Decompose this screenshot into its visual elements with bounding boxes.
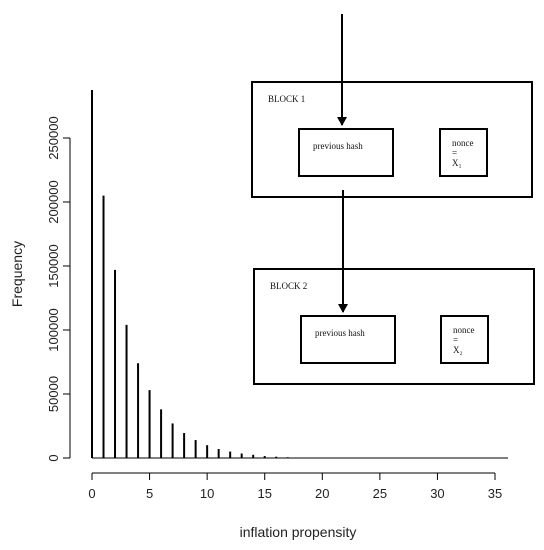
y-tick-label: 0 <box>46 454 61 461</box>
nonce-box <box>439 128 488 177</box>
x-tick-label: 35 <box>488 486 502 501</box>
x-tick-label: 20 <box>315 486 329 501</box>
block <box>251 81 533 198</box>
hash-label: previous hash <box>313 141 363 151</box>
block-title: BLOCK 2 <box>270 281 307 291</box>
y-tick-label: 250000 <box>46 116 61 159</box>
nonce-line: X₁ <box>452 158 462 168</box>
y-tick-label: 150000 <box>46 244 61 287</box>
y-tick-label: 100000 <box>46 308 61 351</box>
x-tick-label: 25 <box>373 486 387 501</box>
nonce-line: nonce <box>453 325 475 335</box>
hash-box <box>298 128 394 177</box>
y-tick-label: 50000 <box>46 376 61 412</box>
x-tick-label: 5 <box>146 486 153 501</box>
nonce-line: X₂ <box>453 345 463 355</box>
nonce-line: nonce <box>452 138 474 148</box>
block <box>253 268 535 385</box>
nonce-line: = <box>453 335 458 345</box>
x-tick-label: 10 <box>200 486 214 501</box>
x-tick-label: 15 <box>257 486 271 501</box>
x-tick-label: 0 <box>88 486 95 501</box>
y-axis-title: Frequency <box>9 241 25 307</box>
nonce-line: = <box>452 148 457 158</box>
x-axis-title: inflation propensity <box>240 524 357 540</box>
plot: 0 5 10 15 20 25 30 35 0 50000 100000 150000 200000 25… <box>46 90 508 501</box>
x-tick-label: 30 <box>430 486 444 501</box>
hash-label: previous hash <box>315 328 365 338</box>
y-tick-label: 200000 <box>46 180 61 223</box>
hash-box <box>300 315 396 364</box>
nonce-box <box>440 315 489 364</box>
block-title: BLOCK 1 <box>268 94 305 104</box>
